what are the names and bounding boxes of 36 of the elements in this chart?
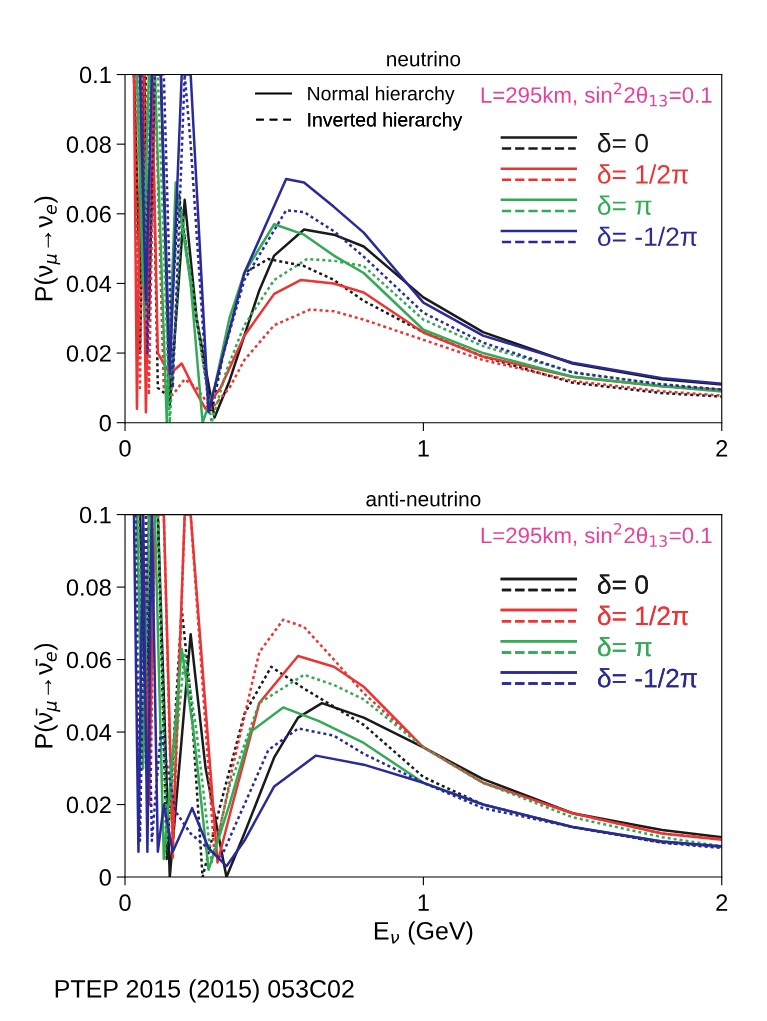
chart-title: anti-neutrino — [366, 491, 481, 507]
x-tick-label: 2 — [716, 439, 728, 457]
legend-label: δ= 0 — [598, 574, 648, 594]
legend-label: δ= 1/2π — [598, 164, 689, 184]
legend-label: δ= π — [598, 195, 652, 215]
y-tick-label: 0.08 — [66, 579, 111, 596]
annotation: Normal hierarchy — [308, 86, 455, 105]
y-tick-label: 0.02 — [66, 345, 111, 362]
legend-label: δ= π — [598, 636, 652, 657]
x-tick-label: 1 — [418, 440, 429, 457]
y-tick-label: 0.02 — [66, 796, 111, 814]
annotation: L=295km, sin$^{2}$2θ$_{13}$=0.1 — [481, 82, 712, 107]
y-tick-label: 0.06 — [66, 651, 111, 669]
y-tick-label: 0.04 — [66, 724, 112, 741]
chart-title: neutrino — [387, 51, 461, 67]
text: PTEP 2015 (2015) 053C02 — [55, 979, 354, 1003]
y-tick-label: 0.06 — [66, 205, 111, 223]
y-tick-label: 0.1 — [79, 506, 111, 524]
annotation: Inverted hierarchy — [308, 112, 463, 131]
x-axis-title: E$_{ν}$ (GeV) — [374, 921, 473, 945]
y-tick-label: 0.08 — [66, 136, 111, 153]
x-tick-label: 0 — [119, 894, 131, 912]
y-tick-label: 0.04 — [66, 275, 112, 293]
legend-label: δ= -1/2π — [598, 226, 697, 247]
x-tick-label: 2 — [716, 894, 728, 911]
x-tick-label: 0 — [119, 439, 131, 457]
annotation: L=295km, sin$^{2}$2θ$_{13}$=0.1 — [481, 523, 712, 547]
y-axis-title: P(ν$_{μ}$→ν$_{e}$) — [34, 196, 61, 301]
y-axis-title: P(ν̄$_{μ}$→ν̄$_{e}$) — [34, 643, 61, 748]
x-tick-label: 1 — [418, 894, 429, 911]
legend-label: δ= 1/2π — [598, 605, 689, 626]
y-tick-label: 0.1 — [79, 66, 111, 84]
legend-label: δ= -1/2π — [598, 668, 697, 688]
legend-label: δ= 0 — [598, 133, 648, 153]
y-tick-label: 0 — [99, 414, 111, 432]
y-tick-label: 0 — [99, 869, 111, 886]
